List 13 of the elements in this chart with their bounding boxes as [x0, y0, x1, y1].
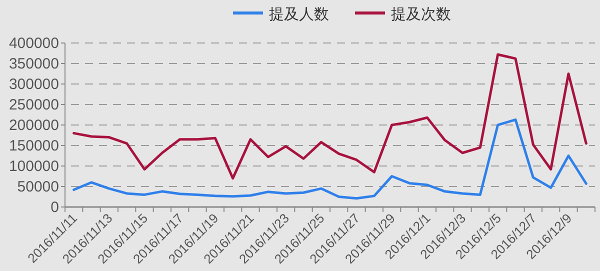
legend-label: 提及人数 — [269, 6, 329, 23]
y-tick-label: 300000 — [8, 76, 59, 93]
y-tick-label: 150000 — [8, 138, 59, 154]
legend-label: 提及次数 — [391, 6, 451, 23]
y-tick-label: 200000 — [8, 117, 59, 134]
line-series — [72, 53, 588, 180]
y-tick-label: 0 — [50, 199, 59, 216]
y-tick-label: 250000 — [8, 96, 59, 114]
y-tick-label: 50000 — [17, 178, 59, 196]
y-tick-label: 400000 — [8, 35, 59, 52]
y-tick-label: 100000 — [8, 158, 59, 175]
y-tick-label: 350000 — [8, 56, 59, 72]
line-series — [72, 118, 588, 200]
